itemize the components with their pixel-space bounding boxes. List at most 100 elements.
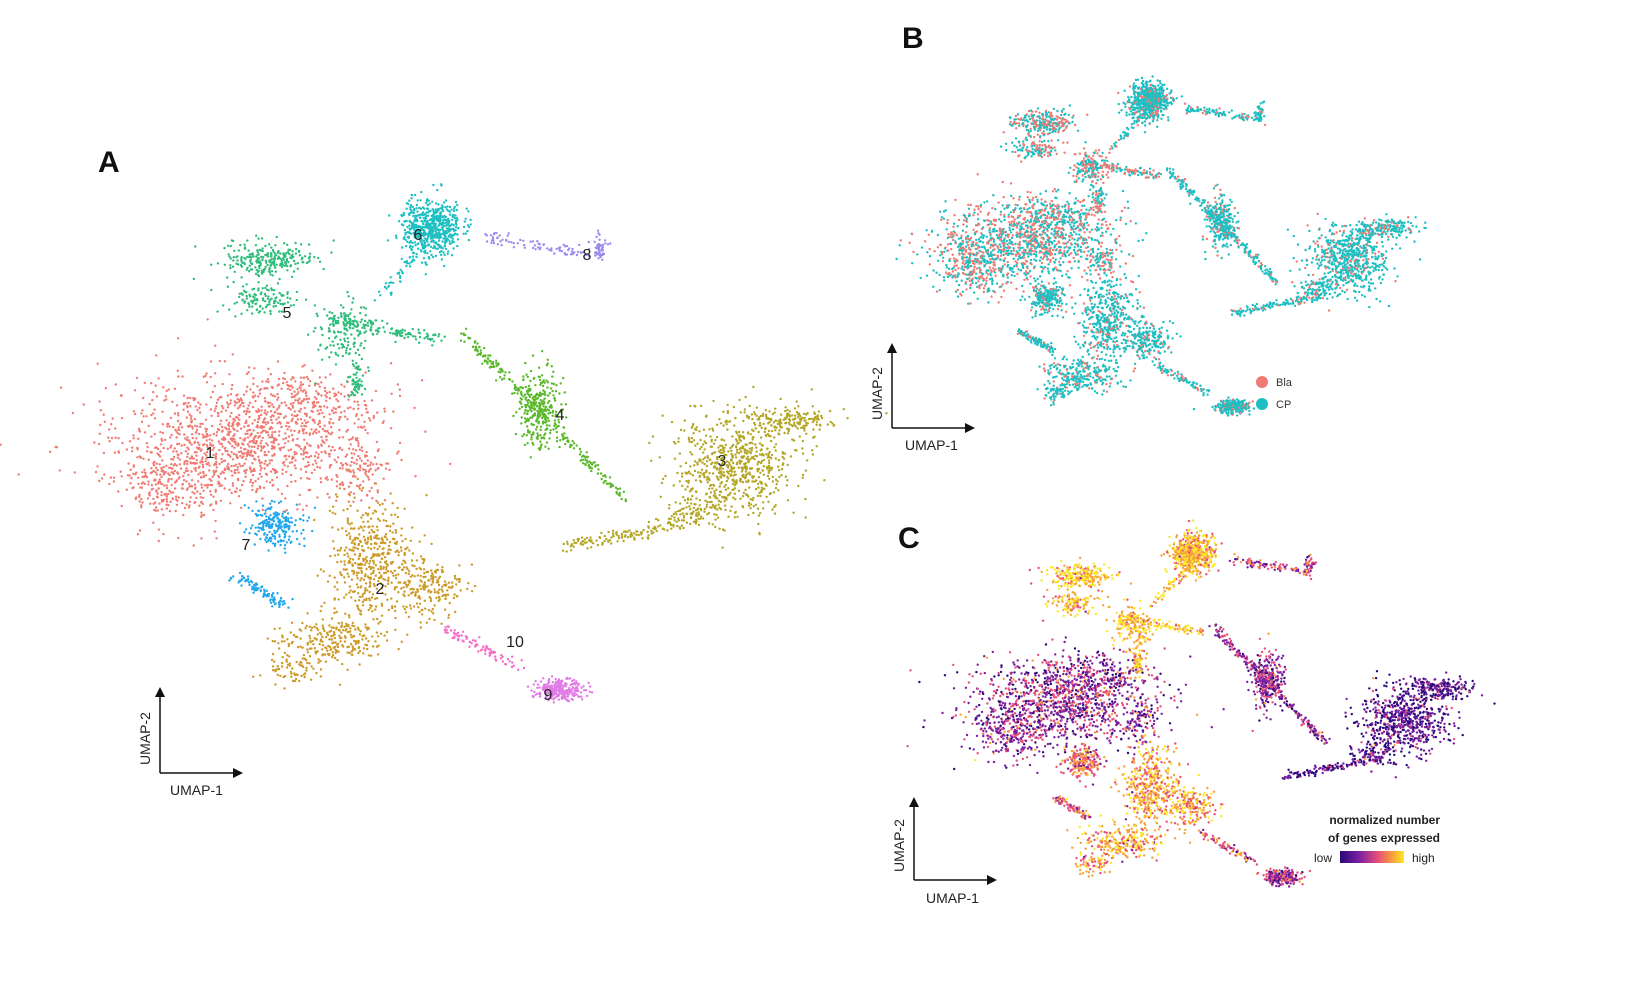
data-point [303, 406, 306, 410]
data-point [257, 455, 260, 458]
data-point [248, 410, 251, 413]
data-point [99, 409, 103, 412]
data-point [177, 375, 180, 378]
panel-letter-a: A [98, 146, 120, 179]
data-point [256, 447, 259, 450]
data-point [221, 445, 224, 448]
data-point [330, 478, 333, 481]
data-point [290, 378, 293, 381]
data-point [201, 465, 205, 469]
data-point [226, 406, 230, 409]
data-point [206, 445, 209, 449]
data-point [229, 399, 232, 402]
data-point [277, 396, 280, 399]
data-point [212, 446, 216, 449]
data-point [299, 384, 302, 387]
data-point [246, 429, 249, 433]
data-point [294, 479, 297, 483]
data-point [196, 408, 199, 412]
data-point [227, 428, 231, 431]
data-point [261, 508, 264, 512]
data-point [96, 362, 99, 365]
data-point [188, 457, 192, 460]
data-point [344, 415, 347, 418]
data-point [308, 416, 312, 419]
data-point [177, 414, 180, 417]
data-point [424, 430, 427, 433]
data-point [161, 431, 165, 435]
data-point [145, 415, 148, 418]
data-point [248, 415, 251, 419]
data-point [180, 452, 183, 455]
data-point [349, 443, 352, 446]
data-point [201, 422, 204, 426]
scatter-points-a [0, 183, 888, 704]
data-point [269, 410, 273, 413]
data-point [193, 492, 196, 495]
data-point [137, 427, 141, 431]
data-point [266, 411, 269, 414]
data-point [142, 415, 145, 418]
data-point [201, 456, 204, 459]
data-point [218, 396, 221, 399]
data-point [257, 410, 261, 413]
data-point [185, 438, 189, 442]
data-point [313, 430, 316, 433]
data-point [239, 464, 242, 468]
data-point [148, 402, 151, 406]
data-point [205, 457, 208, 460]
data-point [249, 480, 252, 484]
data-point [320, 435, 323, 439]
data-point [296, 418, 300, 421]
data-point [195, 496, 198, 500]
data-point [187, 506, 191, 509]
data-point [176, 443, 179, 446]
data-point [291, 439, 295, 442]
data-point [145, 450, 149, 453]
data-point [176, 337, 180, 340]
data-point [248, 401, 252, 404]
data-point [310, 428, 313, 431]
data-point [242, 405, 245, 408]
data-point [173, 447, 176, 450]
data-point [272, 441, 275, 445]
data-point [299, 477, 303, 480]
data-point [328, 413, 331, 416]
data-point [153, 408, 156, 411]
data-point [304, 421, 308, 425]
data-point [234, 442, 237, 446]
data-point [219, 499, 223, 502]
data-point [219, 472, 223, 475]
data-point [223, 468, 227, 472]
data-point [186, 462, 189, 466]
panel-letter-b: B [902, 22, 924, 55]
data-point [176, 456, 180, 459]
data-point [202, 513, 206, 517]
data-point [268, 462, 271, 465]
data-point [183, 433, 186, 436]
data-point [238, 489, 242, 492]
data-point [271, 403, 274, 406]
data-point [215, 537, 218, 540]
data-point [169, 416, 173, 420]
data-point [186, 436, 189, 439]
data-point [102, 413, 105, 416]
data-point [259, 464, 262, 467]
data-point [278, 430, 281, 433]
data-point [131, 450, 134, 453]
data-point [233, 428, 236, 431]
data-point [251, 462, 254, 465]
data-point [293, 429, 296, 433]
data-point [161, 423, 165, 426]
data-point [182, 394, 186, 397]
data-point [241, 442, 244, 445]
data-point [218, 448, 221, 452]
data-point [186, 404, 189, 408]
data-point [231, 484, 235, 487]
data-point [231, 458, 235, 461]
data-point [243, 452, 246, 455]
data-point [341, 481, 344, 484]
data-point [136, 456, 139, 459]
data-point [98, 432, 101, 435]
data-point [215, 404, 218, 408]
